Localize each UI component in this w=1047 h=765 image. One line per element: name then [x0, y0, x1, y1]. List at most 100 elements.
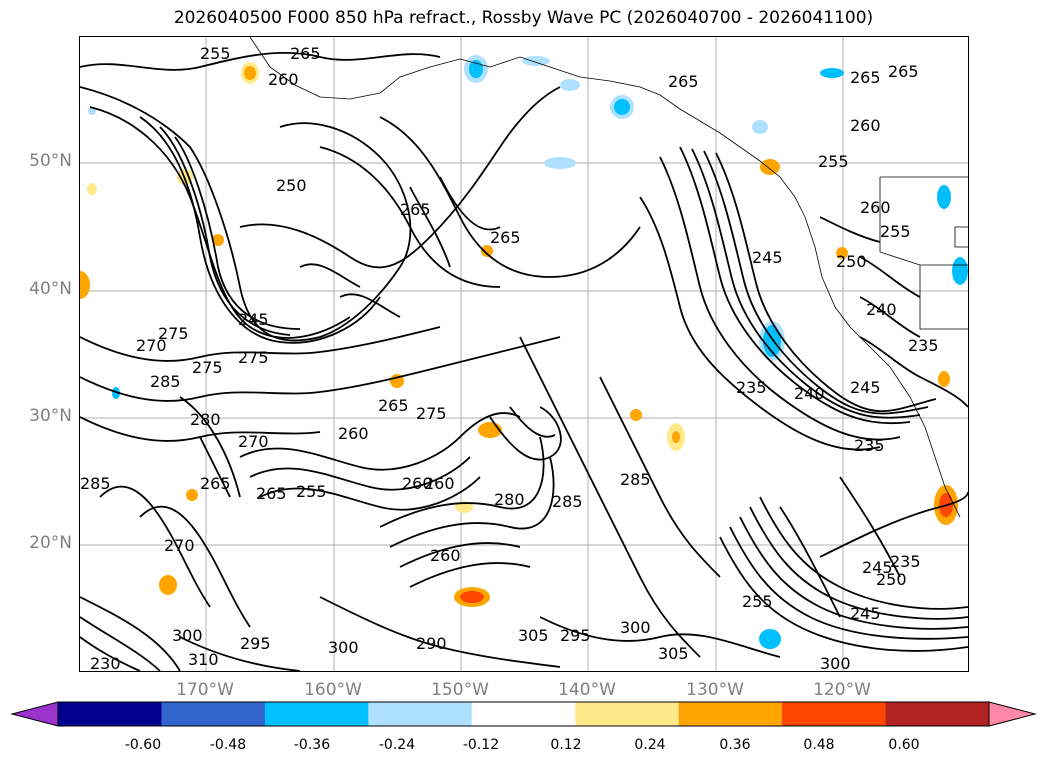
lon-label-120w: 120°W: [813, 680, 871, 700]
map-panel[interactable]: 255 265 260 265 265 265 260 255 250 265 …: [79, 36, 969, 672]
lon-label-170w: 170°W: [176, 680, 234, 700]
colorbar: [10, 701, 1037, 727]
negative-anomaly: [952, 257, 968, 285]
contour-label: 255: [818, 152, 849, 171]
contour-label: 260: [268, 70, 299, 89]
contour-label: 260: [430, 546, 461, 565]
contour-label: 260: [424, 474, 455, 493]
colorbar-tick-label: 0.48: [803, 737, 835, 753]
colorbar-segment: [368, 702, 473, 726]
colorbar-tick-label: 0.60: [888, 737, 920, 753]
negative-anomaly: [544, 157, 576, 169]
contour-label: 305: [658, 644, 689, 663]
contour-label: 295: [560, 626, 591, 645]
lat-label-30n: 30°N: [29, 406, 72, 426]
contour-label: 300: [172, 626, 203, 645]
positive-anomaly: [760, 159, 780, 175]
contour-label: 245: [850, 604, 881, 623]
colorbar-tick-label: -0.36: [293, 737, 331, 753]
negative-anomaly: [820, 68, 844, 78]
contour-label: 290: [416, 634, 447, 653]
contour-label: 240: [866, 300, 897, 319]
negative-anomaly: [560, 79, 580, 91]
colorbar-min-arrow: [10, 701, 59, 727]
positive-anomaly: [672, 431, 680, 443]
positive-anomaly: [481, 245, 493, 257]
contour-label: 265: [850, 68, 881, 87]
colorbar-tick-label: 0.24: [634, 737, 666, 753]
lat-label-40n: 40°N: [29, 279, 72, 299]
colorbar-tick-label: 0.36: [719, 737, 751, 753]
colorbar-segment: [782, 702, 887, 726]
negative-anomaly: [759, 629, 781, 649]
colorbar-segment: [58, 702, 162, 726]
positive-anomaly: [630, 409, 642, 421]
contour-lines: [80, 52, 968, 671]
contour-label: 275: [158, 324, 189, 343]
contour-label: 275: [416, 404, 447, 423]
lon-label-130w: 130°W: [686, 680, 744, 700]
positive-anomaly: [80, 271, 90, 299]
positive-anomaly: [460, 591, 484, 603]
positive-anomaly: [159, 575, 177, 595]
contour-label: 250: [876, 570, 907, 589]
negative-anomaly: [937, 185, 951, 209]
contour-label: 245: [752, 248, 783, 267]
negative-anomaly: [88, 107, 96, 115]
contour-label: 265: [200, 474, 231, 493]
contour-label: 235: [736, 378, 767, 397]
contour-label: 235: [890, 552, 921, 571]
colorbar-segment: [678, 702, 783, 726]
contour-label: 255: [200, 44, 231, 63]
lat-label-50n: 50°N: [29, 151, 72, 171]
lon-label-150w: 150°W: [431, 680, 489, 700]
negative-anomaly: [469, 60, 483, 78]
lat-label-20n: 20°N: [29, 533, 72, 553]
lon-label-140w: 140°W: [558, 680, 616, 700]
lon-label-160w: 160°W: [304, 680, 362, 700]
contour-label: 300: [620, 618, 651, 637]
contour-label: 255: [296, 482, 327, 501]
contour-label: 270: [164, 536, 195, 555]
contour-value-labels: 255 265 260 265 265 265 260 255 250 265 …: [80, 44, 939, 671]
negative-anomaly: [752, 120, 768, 134]
contour-label: 270: [136, 336, 167, 355]
contour-label: 265: [668, 72, 699, 91]
contour-label: 245: [850, 378, 881, 397]
contour-label: 270: [238, 432, 269, 451]
contour-label: 265: [290, 44, 321, 63]
colorbar-tick-label: -0.24: [378, 737, 416, 753]
contour-label: 265: [378, 396, 409, 415]
contour-label: 260: [850, 116, 881, 135]
colorbar-tick-label: 0.12: [550, 737, 582, 753]
contour-label: 280: [494, 490, 525, 509]
positive-anomaly: [938, 371, 950, 387]
negative-anomaly: [522, 56, 550, 66]
contour-label: 295: [240, 634, 271, 653]
colorbar-segment: [575, 702, 680, 726]
colorbar-segment: [885, 702, 990, 726]
contour-label: 260: [402, 474, 433, 493]
contour-label: 235: [854, 436, 885, 455]
colorbar-segment: [264, 702, 369, 726]
positive-anomaly: [186, 489, 198, 501]
contour-label: 265: [888, 62, 919, 81]
contour-label: 275: [238, 348, 269, 367]
positive-anomaly: [244, 66, 256, 80]
contour-label: 255: [880, 222, 911, 241]
contour-label: 235: [908, 336, 939, 355]
contour-label: 255: [742, 592, 773, 611]
contour-label: 265: [400, 200, 431, 219]
contour-label: 285: [150, 372, 181, 391]
contour-label: 240: [794, 384, 825, 403]
contour-label: 305: [518, 626, 549, 645]
contour-label: 285: [552, 492, 583, 511]
contour-label: 250: [276, 176, 307, 195]
contour-label: 310: [188, 650, 219, 669]
colorbar-frame: [57, 701, 990, 727]
positive-anomaly: [836, 247, 848, 259]
contour-label: 265: [256, 484, 287, 503]
contour-label: 245: [862, 558, 893, 577]
contour-label: 300: [328, 638, 359, 657]
colorbar-tick-label: -0.12: [462, 737, 500, 753]
